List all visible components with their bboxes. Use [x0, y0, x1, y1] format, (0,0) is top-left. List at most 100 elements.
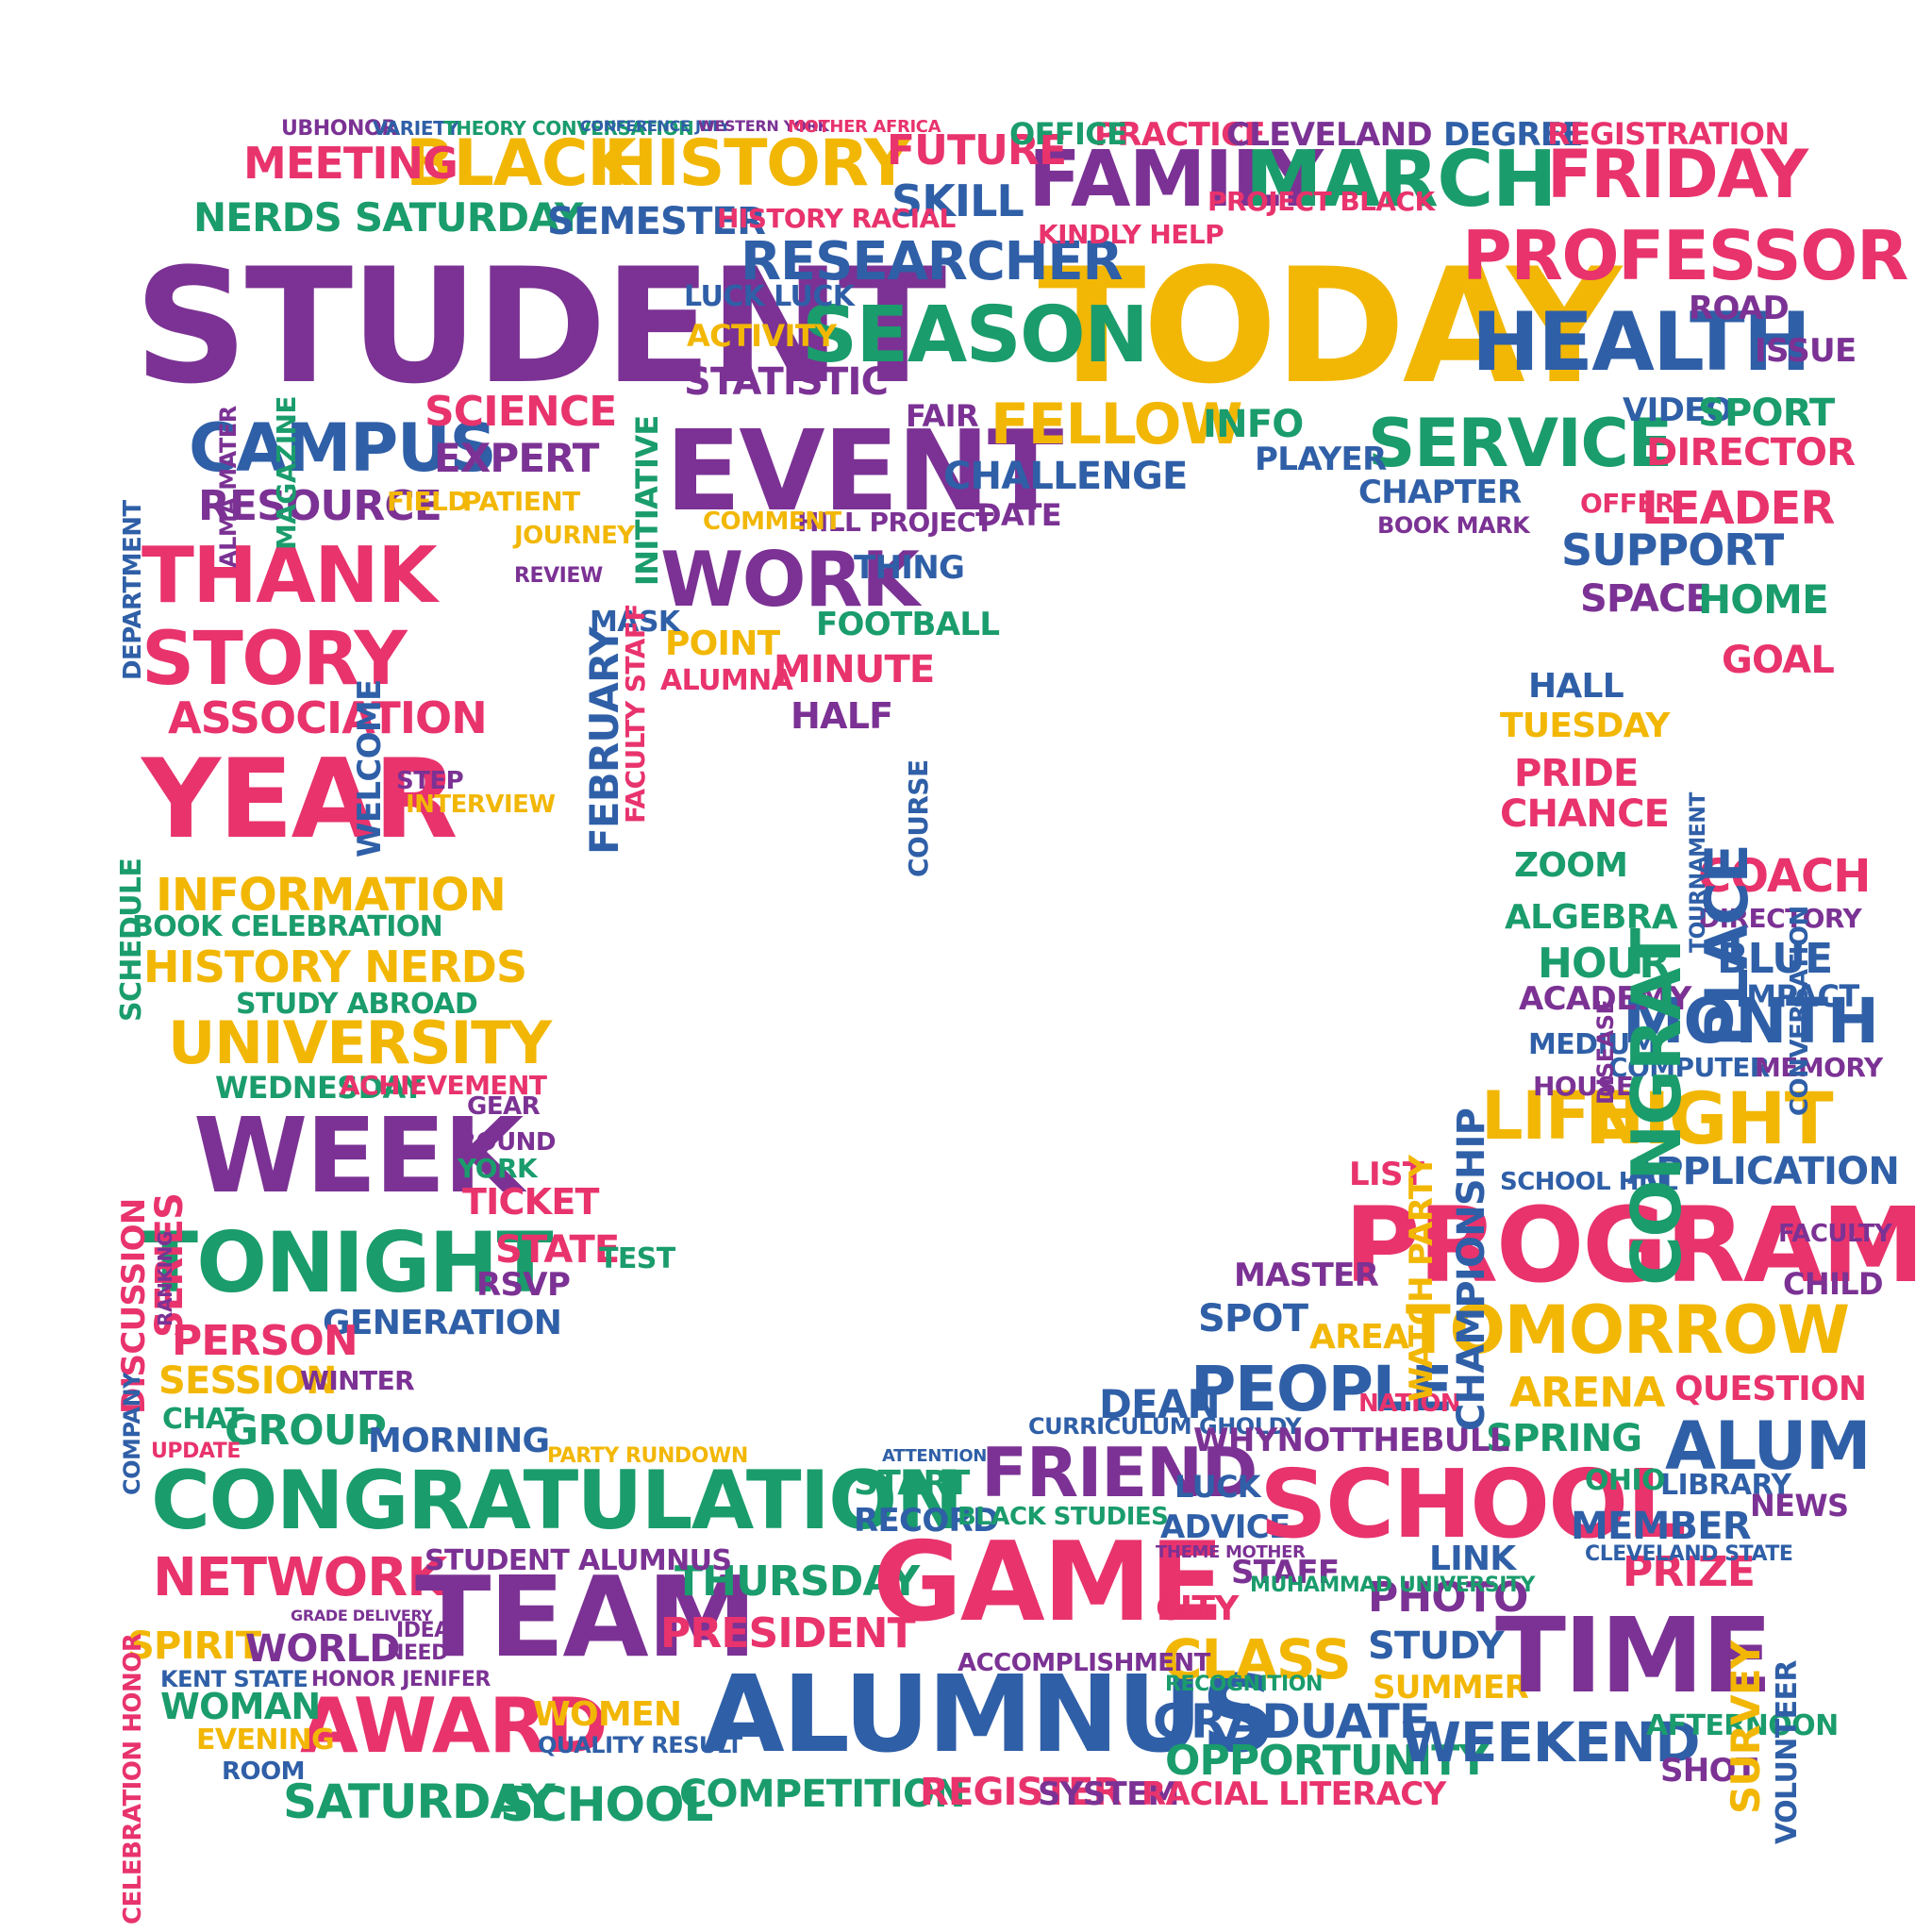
word-thank: THANK	[142, 531, 438, 621]
word-study-abroad: STUDY ABROAD	[236, 988, 478, 1021]
word-house: HOUSE	[1533, 1071, 1634, 1102]
word-generation: GENERATION	[323, 1304, 562, 1342]
word-leader: LEADER	[1641, 482, 1835, 535]
word-year: YEAR	[142, 736, 458, 863]
word-school-bottom: SCHOOL	[500, 1777, 713, 1832]
word-student-alumnus: STUDENT ALUMNUS	[425, 1544, 732, 1577]
word-impact: IMPACT	[1736, 978, 1859, 1014]
word-professor: PROFESSOR	[1462, 216, 1908, 295]
word-zoom: ZOOM	[1514, 846, 1628, 885]
word-nation: NATION	[1358, 1390, 1461, 1418]
word-researcher: RESEARCHER	[741, 231, 1124, 292]
word-issue: ISSUE	[1755, 332, 1857, 370]
word-history: HISTORY	[604, 126, 910, 201]
word-saturday: SATURDAY	[283, 1774, 556, 1829]
word-nerds-saturday: NERDS SATURDAY	[193, 194, 583, 241]
word-session: SESSION	[158, 1359, 338, 1403]
word-world: WORLD	[245, 1627, 400, 1671]
word-statistic: STATISTIC	[684, 360, 889, 404]
word-minute: MINUTE	[774, 648, 935, 691]
word-congratulation: CONGRATULATION	[151, 1454, 963, 1548]
word-grade-delivery: GRADE DELIVERY	[291, 1607, 432, 1624]
word-start: START	[854, 1464, 970, 1503]
word-ubhonor: UBHONOR	[281, 117, 397, 141]
word-competition: COMPETITION	[679, 1773, 966, 1816]
bubble-outline	[113, 151, 1840, 1840]
word-association: ASSOCIATION	[168, 692, 488, 743]
word-spirit: SPIRIT	[127, 1624, 261, 1668]
word-event: EVENT	[665, 406, 1063, 536]
word-registration: REGISTRATION	[1547, 116, 1790, 152]
word-history-racial: HISTORY RACIAL	[717, 203, 956, 234]
word-shot: SHOT	[1660, 1752, 1757, 1790]
word-alumna: ALUMNA	[660, 664, 793, 697]
word-fellow: FELLOW	[991, 391, 1242, 458]
word-variety: VARIETY	[373, 117, 459, 140]
word-blue: BLUE	[1717, 935, 1833, 983]
word-schedule: SCHEDULE	[115, 858, 148, 1022]
word-patient: PATIENT	[462, 486, 580, 517]
word-muhammad: MUHAMMAD UNIVERSITY	[1250, 1574, 1535, 1597]
word-team: TEAM	[415, 1552, 758, 1682]
word-graduate: GRADUATE	[1153, 1694, 1431, 1749]
word-project-black: PROJECT BLACK	[1208, 186, 1435, 217]
word-academy: ACADEMY	[1519, 980, 1691, 1018]
word-state: STATE	[495, 1228, 620, 1272]
word-meeting: MEETING	[243, 138, 458, 189]
word-night: NIGHT	[1585, 1076, 1834, 1160]
word-company: COMPANY	[119, 1373, 145, 1495]
word-support: SUPPORT	[1561, 525, 1784, 575]
word-room: ROOM	[222, 1757, 306, 1786]
word-goal: GOAL	[1722, 639, 1835, 682]
word-ohio: OHIO	[1585, 1464, 1665, 1497]
word-theory-conversation: THEORY CONVERSATION	[443, 117, 694, 140]
word-record: RECORD	[854, 1502, 999, 1540]
word-luck: LUCK	[1174, 1469, 1261, 1505]
word-child: CHILD	[1783, 1266, 1884, 1302]
word-volunteer: VOLUNTEER	[1771, 1660, 1804, 1844]
word-round: ROUND	[458, 1128, 557, 1157]
word-woman: WOMAN	[160, 1686, 321, 1727]
word-achievement: ACHIEVEMENT	[340, 1070, 547, 1101]
word-game: GAME	[873, 1519, 1224, 1646]
word-evening: EVENING	[196, 1724, 335, 1757]
word-register: REGISTER	[920, 1771, 1122, 1814]
word-prize: PRIZE	[1623, 1548, 1756, 1596]
word-today: TODAY	[1038, 234, 1622, 419]
word-campus: CAMPUS	[189, 409, 497, 487]
word-degree: DEGREE	[1443, 116, 1584, 154]
word-resource: RESOURCE	[198, 482, 442, 530]
word-weekend: WEEKEND	[1401, 1710, 1701, 1774]
word-computer: COMPUTER	[1608, 1052, 1770, 1083]
word-hill-project: HILL PROJECT	[797, 507, 993, 538]
word-date: DATE	[976, 497, 1062, 533]
word-alma-mater: ALMA MATER	[215, 406, 242, 568]
word-school-hill: SCHOOL HILL	[1500, 1168, 1678, 1196]
word-luck-luck: LUCK LUCK	[684, 280, 855, 313]
word-gear: GEAR	[467, 1092, 541, 1121]
word-journey: JOURNEY	[514, 522, 635, 550]
word-racial-literacy: RACIAL LITERACY	[1141, 1775, 1446, 1813]
word-fair: FAIR	[906, 398, 979, 434]
word-celebration-honor: CELEBRATION HONOR	[119, 1633, 147, 1924]
word-dean: DEAN	[1099, 1381, 1221, 1427]
word-master: MASTER	[1234, 1257, 1379, 1294]
word-director: DIRECTOR	[1646, 431, 1856, 475]
word-thing: THING	[854, 549, 965, 587]
word-player: PLAYER	[1255, 441, 1387, 478]
word-chapter: CHAPTER	[1358, 474, 1522, 511]
word-video: VIDEO	[1623, 391, 1733, 429]
word-department: DEPARTMENT	[119, 500, 147, 680]
word-family: FAMILY	[1028, 135, 1324, 225]
word-skill: SKILL	[891, 175, 1024, 226]
word-congrat: CONGRAT	[1617, 928, 1696, 1286]
word-person: PERSON	[172, 1317, 358, 1365]
word-advice: ADVICE	[1160, 1508, 1291, 1546]
word-initiative: INITIATIVE	[629, 415, 665, 586]
word-course: COURSE	[903, 759, 934, 877]
word-black: BLACK	[406, 126, 637, 201]
word-book-celebration: BOOK CELEBRATION	[132, 910, 443, 943]
word-photo: PHOTO	[1368, 1574, 1528, 1622]
word-president: PRESIDENT	[660, 1609, 916, 1657]
